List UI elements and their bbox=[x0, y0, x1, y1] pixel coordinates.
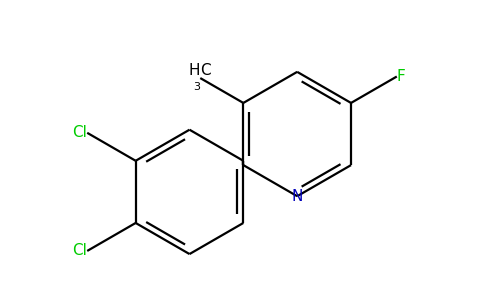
Text: F: F bbox=[397, 69, 406, 84]
Text: Cl: Cl bbox=[72, 125, 87, 140]
Text: 3: 3 bbox=[193, 82, 200, 92]
Text: N: N bbox=[291, 189, 303, 204]
Text: Cl: Cl bbox=[72, 243, 87, 258]
Text: C: C bbox=[200, 63, 211, 78]
Text: H: H bbox=[189, 63, 200, 78]
